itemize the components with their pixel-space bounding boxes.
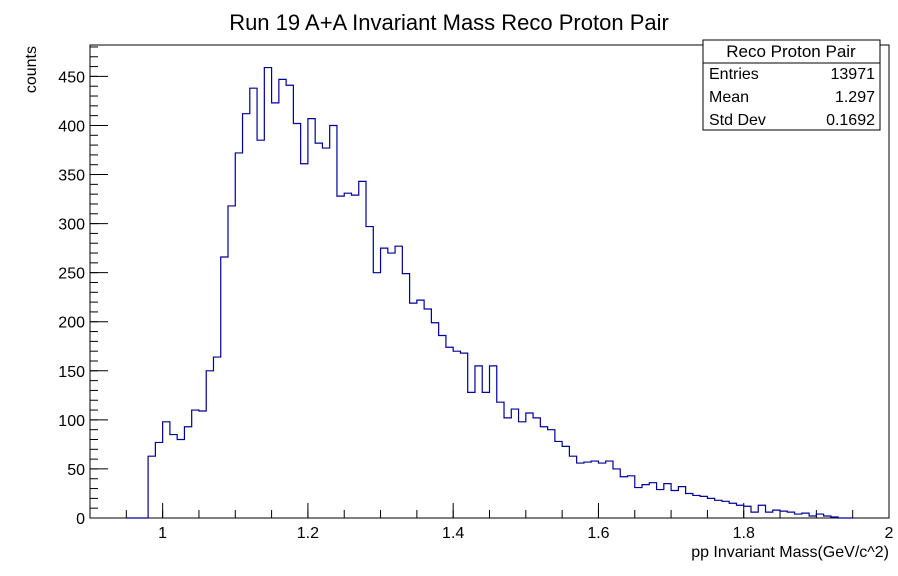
x-tick-label: 2 [885, 525, 894, 542]
chart-title: Run 19 A+A Invariant Mass Reco Proton Pa… [229, 10, 669, 35]
y-tick-label: 100 [58, 413, 85, 430]
x-tick-label: 1.2 [297, 525, 319, 542]
stats-entries-value: 13971 [831, 66, 876, 83]
stats-entries-label: Entries [709, 66, 759, 83]
x-axis-label: pp Invariant Mass(GeV/c^2) [691, 544, 889, 561]
stats-box-title: Reco Proton Pair [726, 42, 856, 61]
histogram-series-line [126, 66, 853, 519]
x-axis: 1 1.2 1.4 1.6 1.8 2 [89, 503, 894, 542]
y-tick-label: 250 [58, 266, 85, 283]
stats-box-frame [702, 39, 881, 131]
x-tick-label: 1.4 [442, 525, 464, 542]
y-tick-label: 400 [58, 118, 85, 135]
stats-stddev-value: 0.1692 [826, 112, 875, 129]
stats-stddev-label: Std Dev [709, 112, 766, 129]
y-tick-label: 150 [58, 364, 85, 381]
stats-mean-label: Mean [709, 89, 749, 106]
y-tick-label: 450 [58, 69, 85, 86]
y-tick-label: 300 [58, 217, 85, 234]
x-tick-label: 1 [158, 525, 167, 542]
stats-box: Reco Proton Pair Entries 13971 Mean 1.29… [702, 39, 881, 131]
stats-mean-value: 1.297 [835, 89, 875, 106]
x-tick-label: 1.8 [733, 525, 755, 542]
y-axis-label: counts [23, 46, 40, 93]
y-tick-label: 200 [58, 315, 85, 332]
y-tick-label: 350 [58, 168, 85, 185]
x-tick-label: 1.6 [587, 525, 609, 542]
y-tick-label: 50 [67, 462, 85, 479]
y-axis: 0 50 100 150 200 250 300 350 400 450 [58, 46, 108, 528]
y-tick-label: 0 [76, 511, 85, 528]
